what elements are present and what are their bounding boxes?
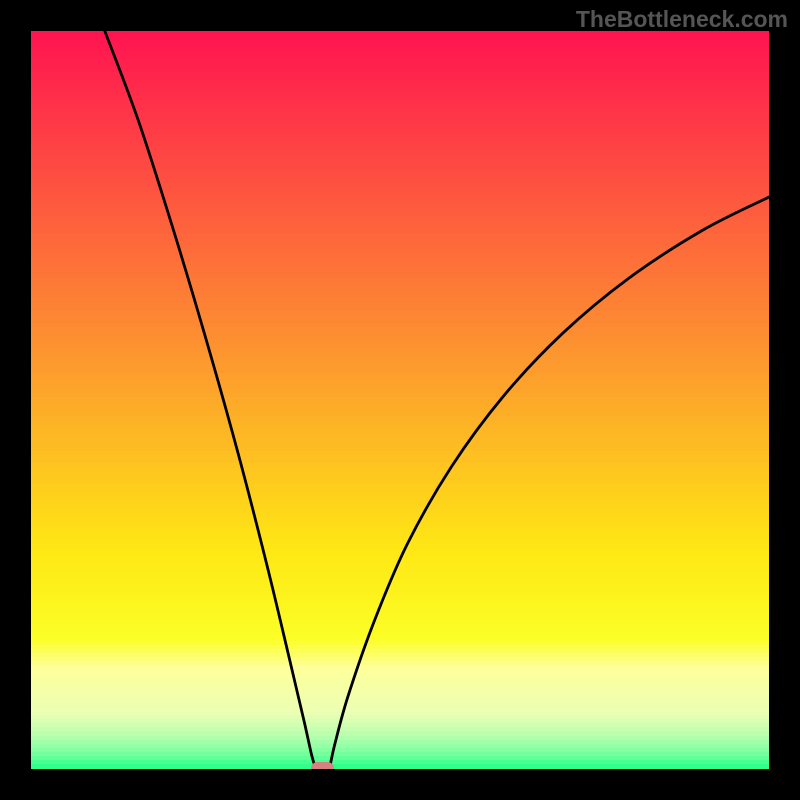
bottleneck-curve (31, 31, 769, 769)
watermark-text: TheBottleneck.com (576, 6, 788, 33)
bottleneck-marker (311, 762, 334, 769)
chart-plot-area (31, 31, 769, 769)
